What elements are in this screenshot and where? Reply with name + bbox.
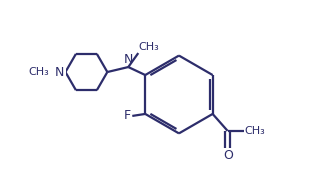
Text: N: N bbox=[124, 53, 133, 66]
Text: CH₃: CH₃ bbox=[245, 126, 265, 136]
Text: O: O bbox=[224, 149, 233, 162]
Text: F: F bbox=[124, 109, 131, 122]
Text: N: N bbox=[55, 65, 65, 78]
Text: CH₃: CH₃ bbox=[139, 42, 159, 52]
Text: CH₃: CH₃ bbox=[29, 67, 50, 77]
